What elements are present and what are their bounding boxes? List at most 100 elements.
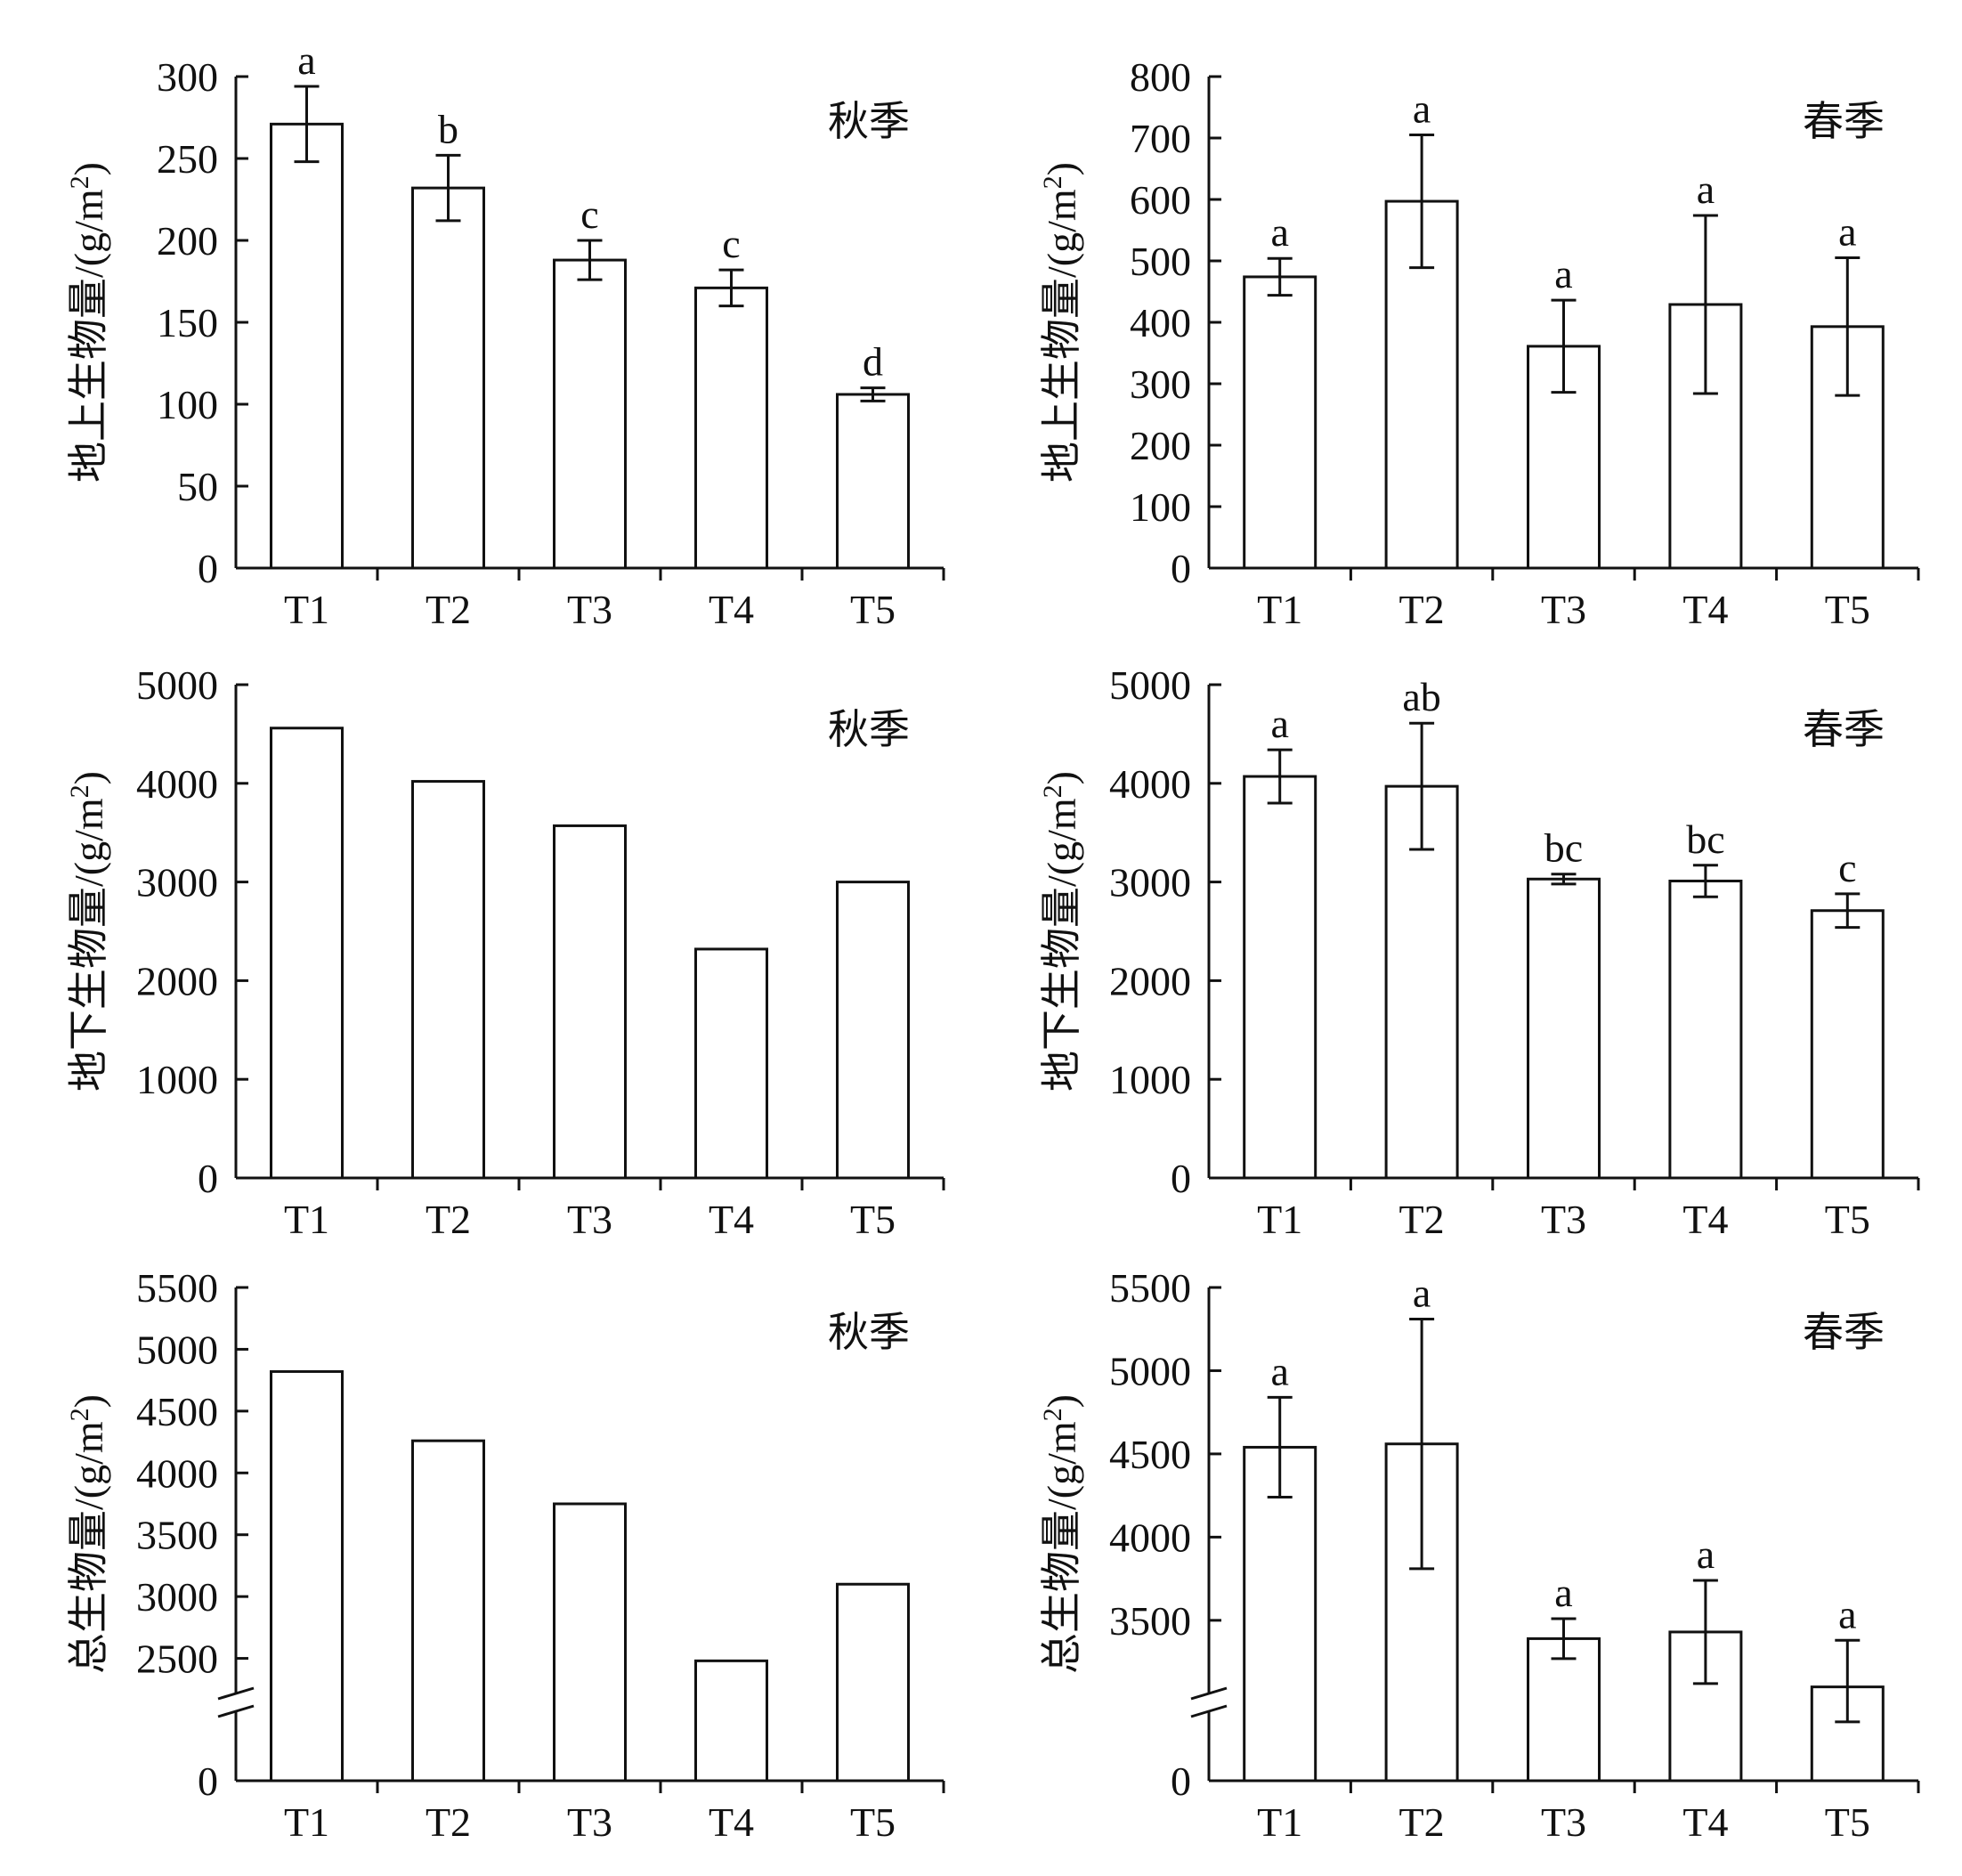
y-tick-label: 4500: [136, 1389, 218, 1434]
y-tick-label: 5000: [136, 1327, 218, 1372]
x-category-label: T5: [850, 587, 896, 632]
y-tick-label: 5500: [136, 1265, 218, 1311]
y-tick-label: 1000: [136, 1057, 218, 1102]
x-category-label: T4: [1682, 1799, 1728, 1845]
bar-T5: [1810, 1685, 1885, 1783]
x-category-label: T5: [1825, 587, 1870, 632]
bar-T3: [1527, 1636, 1601, 1783]
y-tick-label: 0: [1171, 1156, 1191, 1201]
bar-T3: [553, 1502, 627, 1783]
x-category-label: T4: [1682, 587, 1728, 632]
y-tick-label: 1000: [1109, 1057, 1191, 1102]
x-category-label: T5: [1825, 1197, 1870, 1242]
bar-T3: [553, 824, 627, 1180]
season-label: 春季: [1803, 707, 1885, 752]
y-tick-label: 0: [198, 546, 218, 591]
y-tick-label: 0: [1171, 546, 1191, 591]
bar-T1: [270, 122, 344, 570]
x-category-label: T4: [709, 587, 754, 632]
x-category-label: T3: [567, 1197, 612, 1242]
bar-T4: [694, 286, 768, 570]
y-tick-label: 4000: [1109, 761, 1191, 807]
y-tick-label: 0: [198, 1156, 218, 1201]
y-tick-label: 0: [1171, 1758, 1191, 1804]
season-label: 春季: [1803, 99, 1885, 144]
y-tick-label: 4500: [1109, 1432, 1191, 1477]
y-tick-label: 4000: [136, 1450, 218, 1496]
y-tick-label: 3000: [136, 1574, 218, 1620]
axis-break-mark-upper: [217, 1686, 255, 1701]
y-axis-label: 地下生物量/(g/m2): [1038, 771, 1084, 1092]
significance-label: bc: [1544, 825, 1583, 871]
x-category-label: T4: [709, 1799, 754, 1845]
significance-label: a: [1697, 166, 1715, 212]
x-category-label: T2: [426, 1799, 471, 1845]
bar-T1: [270, 727, 344, 1180]
y-tick-label: 600: [1130, 177, 1191, 223]
significance-label: a: [1270, 701, 1288, 746]
chart-panel-bottom-left: 0 2500 3000 3500 4000 4500 5000 5500 T1 T2 T3 T4 T5 秋…: [65, 1265, 945, 1845]
bar-T1: [1243, 775, 1317, 1180]
x-category-label: T1: [1257, 587, 1302, 632]
y-tick-label: 2500: [136, 1636, 218, 1682]
x-category-label: T3: [1541, 587, 1586, 632]
significance-label: a: [1270, 209, 1288, 255]
x-category-label: T3: [567, 587, 612, 632]
significance-label: a: [1697, 1531, 1715, 1577]
x-category-label: T2: [1399, 1197, 1445, 1242]
y-axis-label: 总生物量/(g/m2): [1038, 1394, 1084, 1674]
bar-T5: [836, 1582, 910, 1783]
bar-T5: [1810, 909, 1885, 1180]
y-axis-label: 总生物量/(g/m2): [65, 1394, 111, 1674]
x-category-label: T2: [1399, 1799, 1445, 1845]
x-category-label: T1: [1257, 1197, 1302, 1242]
bar-T1: [1243, 275, 1317, 570]
y-tick-label: 300: [1130, 361, 1191, 407]
x-category-label: T4: [709, 1197, 754, 1242]
y-axis-label: 地下生物量/(g/m2): [65, 771, 111, 1092]
chart-panel-bottom-right: 0 3500 4000 4500 5000 5500 a T1 a T2 a T3 a T4 a T5 春季总生…: [1038, 1265, 1920, 1845]
y-tick-label: 2000: [1109, 958, 1191, 1003]
y-tick-label: 4000: [1109, 1515, 1191, 1560]
significance-label: a: [1838, 209, 1856, 255]
y-tick-label: 500: [1130, 239, 1191, 284]
significance-label: a: [1554, 1570, 1572, 1615]
x-category-label: T2: [426, 1197, 471, 1242]
axis-break-mark-upper: [1190, 1686, 1228, 1701]
x-category-label: T2: [1399, 587, 1445, 632]
x-category-label: T3: [1541, 1197, 1586, 1242]
y-tick-label: 5500: [1109, 1265, 1191, 1311]
bar-T5: [836, 881, 910, 1180]
y-tick-label: 100: [1130, 484, 1191, 530]
y-tick-label: 5000: [136, 662, 218, 708]
significance-label: a: [1413, 86, 1431, 132]
y-tick-label: 3000: [136, 860, 218, 906]
y-tick-label: 5000: [1109, 662, 1191, 708]
significance-label: c: [580, 191, 598, 237]
y-tick-label: 50: [177, 464, 218, 509]
bar-T4: [694, 1659, 768, 1783]
x-category-label: T1: [284, 1197, 329, 1242]
significance-label: a: [1270, 1348, 1288, 1393]
significance-label: c: [722, 221, 740, 266]
bar-T4: [694, 947, 768, 1180]
x-category-label: T4: [1682, 1197, 1728, 1242]
axis-break-mark-lower: [217, 1704, 255, 1718]
bar-T2: [411, 780, 485, 1180]
x-category-label: T3: [1541, 1799, 1586, 1845]
y-tick-label: 700: [1130, 116, 1191, 161]
y-tick-label: 150: [157, 300, 218, 345]
significance-label: a: [1413, 1271, 1431, 1316]
x-category-label: T1: [284, 1799, 329, 1845]
chart-panel-middle-left: 0 1000 2000 3000 4000 5000 T1 T2 T3 T4 T5 秋季地下生物量/(…: [65, 662, 945, 1242]
significance-label: ab: [1402, 674, 1440, 719]
bar-T3: [553, 258, 627, 570]
significance-label: d: [863, 339, 883, 385]
y-axis-label: 地上生物量/(g/m2): [1038, 162, 1084, 483]
bar-T3: [1527, 877, 1601, 1180]
significance-label: a: [1838, 1591, 1856, 1636]
significance-label: bc: [1686, 816, 1724, 862]
x-category-label: T1: [1257, 1799, 1302, 1845]
chart-panel-middle-right: 0 1000 2000 3000 4000 5000 a T1 ab T2 bc T3 bc T4 c T5 春…: [1038, 662, 1920, 1242]
season-label: 秋季: [828, 1310, 910, 1355]
